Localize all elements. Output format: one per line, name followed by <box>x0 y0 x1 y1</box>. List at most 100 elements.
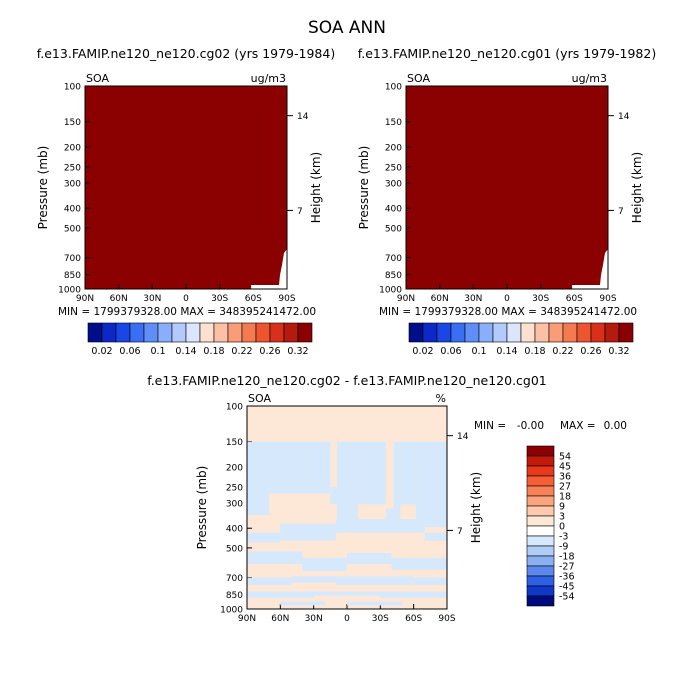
colorbar-swatch-1-8 <box>520 322 536 343</box>
height-tick-label-2-0: 14 <box>457 432 469 442</box>
diff-colorbar-swatch-3 <box>526 475 555 487</box>
stats-0: MIN = 1799379328.00 MAX = 348395241472.0… <box>58 306 316 318</box>
panel-title-2: f.e13.FAMIP.ne120_ne120.cg02 - f.e13.FAM… <box>147 373 547 388</box>
diff-colorbar-swatch-6 <box>526 505 555 517</box>
colorbar-swatch-1-13 <box>590 322 606 343</box>
colorbar-label-0-0: 0.02 <box>91 346 112 357</box>
stats-min-label: MIN = <box>474 420 506 432</box>
y-tick-label-2-5: 400 <box>226 525 243 535</box>
colorbar-swatch-0-10 <box>227 322 243 343</box>
y-axis-label-0: Pressure (mb) <box>36 146 50 230</box>
diff-colorbar-label-14: -54 <box>559 592 575 603</box>
diff-negative-region-12 <box>424 532 447 541</box>
x-tick-label-1-6: 90S <box>599 294 616 304</box>
colorbar-swatch-1-10 <box>548 322 564 343</box>
diff-negative-region-5 <box>385 508 394 526</box>
diff-colorbar-label-6: 3 <box>559 512 565 523</box>
x-tick-label-1-0: 90N <box>397 294 415 304</box>
y-axis-label-2: Pressure (mb) <box>195 466 209 550</box>
y-tick-label-1-9: 1000 <box>379 286 402 296</box>
y-tick-label-0-9: 1000 <box>58 286 81 296</box>
diff-negative-region-23 <box>380 591 447 598</box>
diff-colorbar-swatch-14 <box>526 585 555 597</box>
y-tick-label-1-1: 150 <box>385 118 402 128</box>
diff-colorbar-swatch-7 <box>526 515 555 527</box>
plot-area-0 <box>85 86 287 289</box>
missing-data-mask-1 <box>572 249 608 289</box>
colorbar-swatch-0-14 <box>283 322 299 343</box>
diff-negative-region-17 <box>247 577 292 585</box>
diff-colorbar-label-10: -18 <box>559 552 575 563</box>
colorbar-label-1-6: 0.26 <box>580 346 601 357</box>
y-axis-label-right-0: Height (km) <box>309 152 323 223</box>
panel-units-0: ug/m3 <box>251 72 286 85</box>
height-tick-label-0-0: 14 <box>297 112 309 122</box>
diff-colorbar-swatch-13 <box>526 575 555 587</box>
plot-frame-overlay-2 <box>246 405 448 610</box>
colorbar-swatch-1-3 <box>450 322 466 343</box>
diff-negative-region-0 <box>247 441 270 516</box>
colorbar-swatch-0-2 <box>115 322 131 343</box>
diff-negative-region-19 <box>335 576 414 585</box>
diff-colorbar-swatch-2 <box>526 465 555 477</box>
diff-colorbar-swatch-15 <box>526 595 555 607</box>
colorbar-swatch-1-6 <box>492 322 508 343</box>
colorbar-swatch-0-3 <box>129 322 145 343</box>
colorbar-swatch-0-11 <box>241 322 257 343</box>
plot-frame-overlay-0 <box>84 85 288 290</box>
y-axis-label-right-1: Height (km) <box>630 152 644 223</box>
y-tick-label-1-3: 250 <box>385 163 402 173</box>
y-tick-label-0-1: 150 <box>64 118 81 128</box>
diff-colorbar-label-0: 54 <box>559 452 571 463</box>
y-axis-label-1: Pressure (mb) <box>357 146 371 230</box>
colorbar-label-0-3: 0.14 <box>175 346 196 357</box>
colorbar-swatch-0-0 <box>87 322 103 343</box>
x-tick-label-2-1: 60N <box>271 614 289 624</box>
diff-colorbar-swatch-10 <box>526 545 555 557</box>
x-tick-label-2-6: 90S <box>438 614 455 624</box>
y-tick-label-1-4: 300 <box>385 179 402 189</box>
colorbar-swatch-0-5 <box>157 322 173 343</box>
colorbar-swatch-1-1 <box>422 322 438 343</box>
stats-min-value: -0.00 <box>517 420 544 432</box>
colorbar-swatch-1-7 <box>506 322 522 343</box>
y-tick-label-1-7: 700 <box>385 254 402 264</box>
x-tick-label-1-3: 0 <box>504 294 510 304</box>
stats-1: MIN = 1799379328.00 MAX = 348395241472.0… <box>379 306 637 318</box>
diff-negative-region-13 <box>247 551 303 564</box>
diff-negative-region-3 <box>337 441 359 528</box>
y-tick-label-2-7: 700 <box>226 574 243 584</box>
height-tick-label-2-1: 7 <box>457 527 463 537</box>
y-tick-label-2-9: 1000 <box>220 606 243 616</box>
x-tick-label-0-0: 90N <box>76 294 94 304</box>
diff-negative-region-16 <box>391 557 447 570</box>
y-tick-label-0-4: 300 <box>64 179 81 189</box>
diff-colorbar-label-8: -3 <box>559 532 568 543</box>
height-tick-label-1-0: 14 <box>618 112 630 122</box>
y-tick-label-2-2: 200 <box>226 464 243 474</box>
diff-negative-region-14 <box>302 557 347 572</box>
diff-colorbar-label-1: 45 <box>559 462 571 473</box>
x-tick-label-0-3: 0 <box>183 294 189 304</box>
y-tick-label-1-2: 200 <box>385 144 402 154</box>
diff-colorbar-swatch-5 <box>526 495 555 507</box>
y-tick-label-2-1: 150 <box>226 438 243 448</box>
colorbar-swatch-0-15 <box>297 322 313 343</box>
y-tick-label-2-4: 300 <box>226 499 243 509</box>
panel-title-1: f.e13.FAMIP.ne120_ne120.cg01 (yrs 1979-1… <box>358 46 656 61</box>
x-tick-label-0-5: 60S <box>245 294 262 304</box>
diff-negative-region-4 <box>358 441 386 505</box>
x-tick-label-2-4: 30S <box>372 614 389 624</box>
y-tick-label-0-2: 200 <box>64 144 81 154</box>
y-tick-label-1-5: 400 <box>385 205 402 215</box>
diff-negative-region-8 <box>415 441 447 528</box>
x-tick-label-1-1: 60N <box>431 294 449 304</box>
diff-negative-region-21 <box>247 591 314 598</box>
diff-negative-region-11 <box>335 518 425 533</box>
diff-colorbar-swatch-1 <box>526 455 555 467</box>
diff-negative-region-10 <box>280 523 336 541</box>
figure-title: SOA ANN <box>308 18 386 38</box>
colorbar-label-1-0: 0.02 <box>412 346 433 357</box>
diff-colorbar-swatch-9 <box>526 535 555 547</box>
